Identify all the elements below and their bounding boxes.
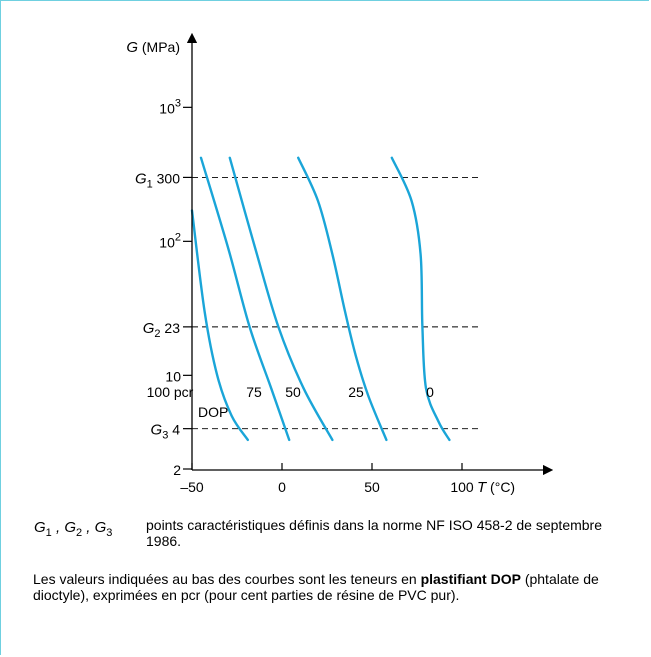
reference-label-1: G1 300 [135, 170, 180, 190]
y-tick-label: 2 [173, 462, 181, 478]
footnote: Les valeurs indiquées au bas des courbes… [33, 571, 633, 603]
footnote-text-1: Les valeurs indiquées au bas des courbes… [33, 571, 421, 587]
legend-symbol: G2 [64, 519, 82, 536]
curve-label: 100 pcr [147, 384, 194, 400]
curve-sublabel: DOP [198, 404, 228, 420]
curve-25 [298, 158, 386, 440]
legend-symbols: G1 , G2 , G3 [34, 519, 112, 539]
footnote-bold: plastifiant DOP [421, 571, 521, 587]
legend-symbol: G1 [34, 519, 52, 536]
axes [183, 38, 548, 470]
x-tick-label: 0 [278, 479, 286, 495]
reference-lines [192, 177, 480, 428]
curve-label: 0 [426, 384, 434, 400]
x-tick-label: –50 [180, 479, 204, 495]
modulus-temperature-chart: –50 0 50 100 2 10 102 103 G1 300 G2 23 G3 4 G (MPa)… [0, 0, 651, 510]
curve-label: 50 [285, 384, 301, 400]
y-tick-label: 103 [159, 97, 181, 116]
curve-0 [392, 158, 450, 440]
curve-75 [201, 158, 289, 440]
curve-label: 75 [246, 384, 262, 400]
reference-label-2: G2 23 [143, 320, 180, 340]
x-tick-label: 100 [450, 479, 474, 495]
x-axis-title: T (°C) [477, 479, 515, 496]
legend-symbol: G3 [95, 519, 113, 536]
y-tick-label: 10 [165, 368, 181, 384]
curves [192, 158, 449, 440]
y-tick-label: 102 [159, 231, 181, 250]
legend-description: points caractéristiques définis dans la … [146, 517, 636, 549]
curve-label: 25 [348, 384, 364, 400]
y-axis-title: G (MPa) [126, 39, 180, 56]
reference-label-3: G3 4 [151, 422, 181, 442]
x-tick-label: 50 [364, 479, 380, 495]
